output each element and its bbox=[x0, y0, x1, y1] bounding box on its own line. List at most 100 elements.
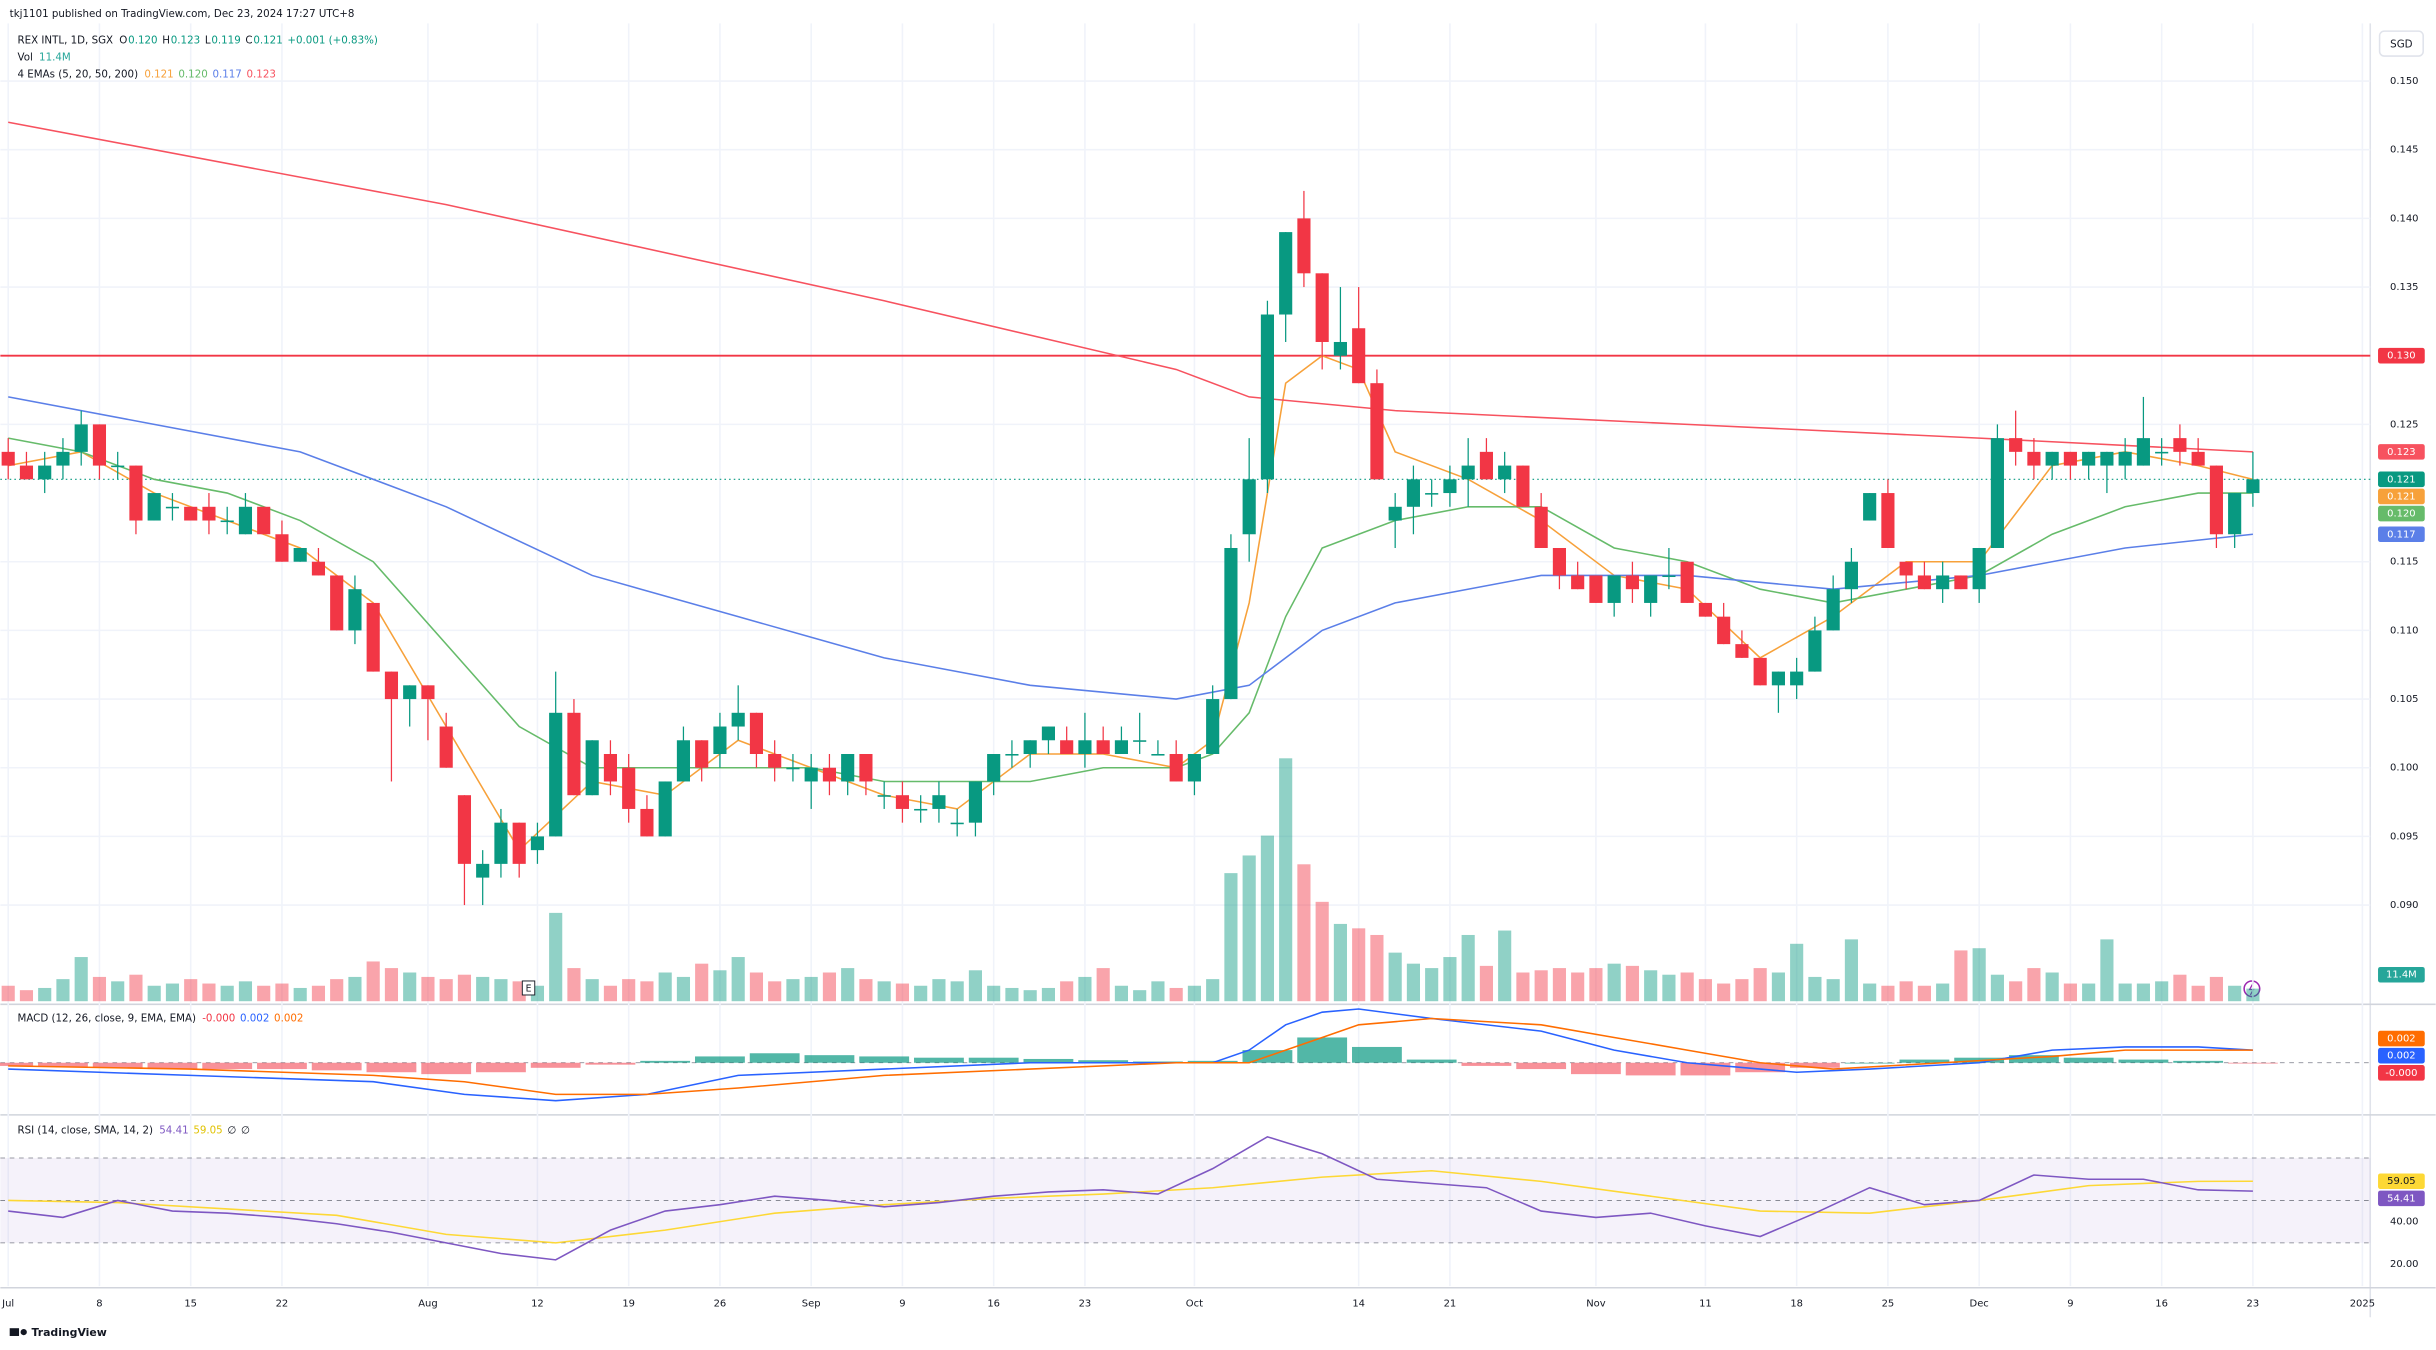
candle-body bbox=[1552, 547, 1566, 576]
candle-body bbox=[1352, 328, 1366, 384]
volume-bar bbox=[1771, 972, 1785, 1002]
volume-bar bbox=[1881, 985, 1895, 1002]
volume-bar bbox=[1717, 983, 1731, 1002]
candle-body bbox=[1370, 383, 1384, 480]
volume-bar bbox=[1114, 985, 1128, 1002]
volume-bar bbox=[1899, 981, 1913, 1002]
rsi-label: 59.05 bbox=[2387, 1176, 2416, 1187]
candle-body bbox=[676, 740, 691, 782]
candle-body bbox=[1571, 575, 1585, 590]
volume-bar bbox=[1662, 974, 1676, 1002]
rsi-label: 54.41 bbox=[2387, 1193, 2416, 1204]
candle-body bbox=[293, 547, 307, 562]
macd-histogram-bar bbox=[1516, 1062, 1567, 1070]
candle-body bbox=[1187, 754, 1201, 782]
volume-bar bbox=[494, 979, 508, 1002]
candle-body bbox=[1881, 493, 1895, 548]
volume-bar bbox=[293, 987, 307, 1002]
ema-line bbox=[8, 121, 2253, 453]
macd-histogram-bar bbox=[476, 1062, 526, 1073]
time-tick-label: 8 bbox=[96, 1298, 102, 1309]
rsi-legend-title: RSI (14, close, SMA, 14, 2) bbox=[17, 1124, 153, 1136]
candle-body bbox=[366, 602, 380, 672]
candle-body bbox=[1954, 575, 1968, 590]
volume-bar bbox=[695, 963, 709, 1002]
last-price-label-box bbox=[2378, 471, 2425, 488]
volume-bar bbox=[622, 979, 636, 1002]
candle-body bbox=[165, 506, 180, 509]
ohlc-legend-label: H bbox=[162, 34, 170, 46]
earnings-marker[interactable]: E bbox=[526, 983, 532, 994]
volume-bar bbox=[384, 968, 399, 1002]
volume-bar bbox=[1498, 930, 1512, 1002]
candle-body bbox=[1242, 479, 1256, 535]
candle-body bbox=[1443, 479, 1457, 494]
volume-bar bbox=[1370, 934, 1384, 1002]
candle-body bbox=[585, 740, 599, 796]
macd-histogram-bar bbox=[1406, 1059, 1457, 1063]
logo-mark bbox=[9, 1328, 20, 1336]
volume-bar bbox=[2027, 968, 2041, 1002]
rsi-tick-label: 40.00 bbox=[2390, 1217, 2419, 1228]
price-tick-label: 0.090 bbox=[2390, 900, 2419, 911]
ema-line bbox=[8, 437, 2253, 783]
rsi-legend-extra: ∅ bbox=[227, 1124, 236, 1136]
volume-bar bbox=[1954, 950, 1968, 1002]
volume-bar bbox=[111, 981, 125, 1002]
time-tick-label: 26 bbox=[714, 1298, 727, 1309]
macd-histogram-bar bbox=[695, 1056, 745, 1063]
macd-histogram-bar bbox=[0, 1062, 34, 1066]
alert-icon[interactable] bbox=[2243, 980, 2261, 998]
time-tick-label: 19 bbox=[622, 1298, 635, 1309]
volume-bar bbox=[1516, 972, 1530, 1002]
time-tick-label: 14 bbox=[1352, 1298, 1365, 1309]
volume-bar bbox=[1060, 981, 1074, 1002]
currency[interactable]: SGD bbox=[2390, 38, 2412, 50]
time-tick-label: 16 bbox=[987, 1298, 1000, 1309]
ohlc-legend-value: 0.120 bbox=[128, 34, 157, 46]
volume-bar bbox=[1607, 963, 1621, 1002]
volume-bar bbox=[1352, 928, 1366, 1002]
earnings-marker-box[interactable] bbox=[521, 980, 536, 996]
candle-body bbox=[2228, 493, 2242, 535]
volume-legend-title: Vol bbox=[17, 52, 32, 64]
candle-body bbox=[1534, 506, 1548, 548]
volume-bar bbox=[1552, 968, 1566, 1002]
candle-body bbox=[1936, 575, 1950, 590]
candle-body bbox=[1607, 575, 1621, 603]
macd-histogram-bar bbox=[366, 1062, 417, 1073]
volume-bar bbox=[366, 961, 380, 1002]
volume-bar bbox=[567, 968, 581, 1002]
signal-line bbox=[8, 1017, 2253, 1096]
candle-body bbox=[841, 754, 855, 782]
volume-bar bbox=[1698, 979, 1712, 1002]
rsi-tick-label: 20.00 bbox=[2390, 1259, 2419, 1270]
macd-histogram-bar bbox=[421, 1062, 472, 1075]
volume-bar bbox=[92, 976, 107, 1002]
macd-legend-title: MACD (12, 26, close, 9, EMA, EMA) bbox=[17, 1012, 196, 1024]
candle-body bbox=[1041, 726, 1055, 741]
macd-legend-value: -0.000 bbox=[202, 1012, 235, 1024]
volume-bar bbox=[1461, 934, 1475, 1002]
volume-bar bbox=[238, 981, 253, 1002]
macd-histogram-bar bbox=[968, 1057, 1019, 1063]
volume-label: 11.4M bbox=[2386, 970, 2417, 981]
candle-body bbox=[968, 781, 983, 823]
macd-histogram-bar bbox=[1352, 1046, 1402, 1063]
candle-body bbox=[147, 493, 161, 521]
candle-body bbox=[731, 712, 745, 727]
candle-body bbox=[2100, 451, 2114, 466]
volume-bar bbox=[165, 983, 180, 1002]
volume-bar bbox=[658, 972, 672, 1002]
ohlc-legend-value: 0.121 bbox=[253, 34, 282, 46]
volume-bar bbox=[987, 985, 1001, 1002]
candle-body bbox=[1753, 657, 1767, 686]
macd-histogram-bar bbox=[2173, 1060, 2224, 1063]
candle-body bbox=[1498, 465, 1512, 480]
candle-body bbox=[1425, 493, 1439, 495]
ema-price-label: 0.121 bbox=[2387, 491, 2416, 502]
currency-box[interactable] bbox=[2378, 30, 2424, 57]
ema-price-label-box bbox=[2378, 488, 2425, 505]
volume-bar bbox=[1443, 957, 1457, 1002]
volume-bar bbox=[804, 976, 818, 1002]
